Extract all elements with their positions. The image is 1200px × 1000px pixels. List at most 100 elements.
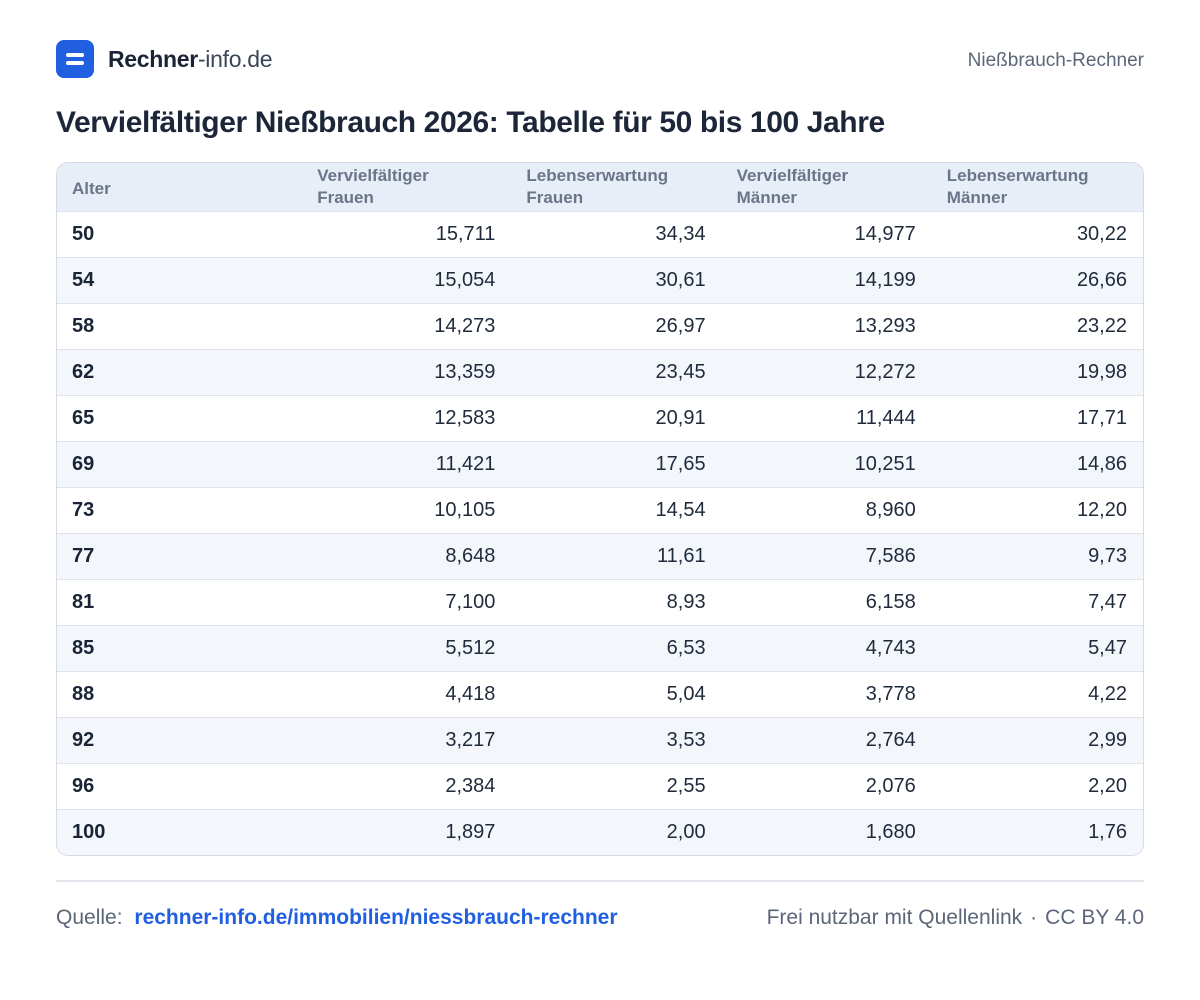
header-text-line: Vervielfältiger [317, 165, 429, 185]
logo-icon[interactable] [56, 40, 94, 78]
cell-vervielfaeltiger-maenner: 3,778 [865, 682, 916, 705]
cell-vervielfaeltiger-maenner: 10,251 [854, 452, 916, 475]
cell-lebenserwartung-maenner: 1,76 [1088, 820, 1127, 843]
license-badge: CC BY 4.0 [1045, 906, 1144, 929]
table-row: 58 14,273 26,97 13,293 23,22 [57, 303, 1143, 349]
table-row: 73 10,105 14,54 8,960 12,20 [57, 487, 1143, 533]
cell-vervielfaeltiger-frauen: 14,273 [434, 314, 496, 337]
separator-dot: · [1030, 906, 1038, 929]
cell-alter: 92 [72, 728, 95, 751]
table-row: 85 5,512 6,53 4,743 5,47 [57, 625, 1143, 671]
cell-alter: 100 [72, 820, 106, 843]
cell-lebenserwartung-maenner: 30,22 [1076, 222, 1127, 245]
cell-vervielfaeltiger-frauen: 15,054 [434, 268, 496, 291]
header-lebenserwartung-frauen: Lebenserwartung Frauen [511, 163, 721, 211]
cell-lebenserwartung-maenner: 19,98 [1076, 360, 1127, 383]
header-lebenserwartung-maenner: Lebenserwartung Männer [932, 163, 1143, 211]
table-row: 96 2,384 2,55 2,076 2,20 [57, 763, 1143, 809]
cell-lebenserwartung-maenner: 2,20 [1088, 774, 1127, 797]
cell-lebenserwartung-frauen: 2,00 [666, 820, 706, 843]
header-text-line: Männer [736, 187, 798, 207]
cell-lebenserwartung-frauen: 3,53 [666, 728, 706, 751]
cell-vervielfaeltiger-frauen: 2,384 [445, 774, 496, 797]
cell-vervielfaeltiger-frauen: 12,583 [434, 406, 496, 429]
cell-vervielfaeltiger-maenner: 7,586 [865, 544, 916, 567]
cell-alter: 54 [72, 268, 95, 291]
multiplier-table: Alter Vervielfältiger Frauen Lebenserwartun… [56, 162, 1144, 856]
cell-vervielfaeltiger-maenner: 4,743 [865, 636, 916, 659]
cell-lebenserwartung-maenner: 5,47 [1088, 636, 1127, 659]
page-title: Vervielfältiger Nießbrauch 2026: Tabelle… [56, 106, 885, 139]
header-alter: Alter [57, 163, 302, 211]
cell-alter: 50 [72, 222, 95, 245]
cell-alter: 73 [72, 498, 95, 521]
table-row: 54 15,054 30,61 14,199 26,66 [57, 257, 1143, 303]
brand-name[interactable]: Rechner-info.de [108, 46, 273, 72]
site-header: Rechner-info.de Nießbrauch-Rechner [56, 40, 1144, 78]
cell-vervielfaeltiger-frauen: 1,897 [445, 820, 496, 843]
table-row: 100 1,897 2,00 1,680 1,76 [57, 809, 1143, 855]
cell-alter: 85 [72, 636, 95, 659]
header-vervielfaeltiger-frauen: Vervielfältiger Frauen [302, 163, 511, 211]
cell-lebenserwartung-frauen: 30,61 [655, 268, 706, 291]
license-text: Frei nutzbar mit Quellenlink [766, 906, 1023, 929]
cell-lebenserwartung-maenner: 26,66 [1076, 268, 1127, 291]
cell-vervielfaeltiger-frauen: 11,421 [435, 452, 496, 475]
header-text-line: Frauen [526, 187, 584, 207]
table-row: 88 4,418 5,04 3,778 4,22 [57, 671, 1143, 717]
cell-alter: 69 [72, 452, 95, 475]
cell-lebenserwartung-maenner: 12,20 [1076, 498, 1127, 521]
cell-lebenserwartung-maenner: 23,22 [1076, 314, 1127, 337]
cell-vervielfaeltiger-frauen: 13,359 [434, 360, 496, 383]
cell-lebenserwartung-maenner: 4,22 [1088, 682, 1127, 705]
table-row: 77 8,648 11,61 7,586 9,73 [57, 533, 1143, 579]
cell-alter: 96 [72, 774, 95, 797]
cell-vervielfaeltiger-frauen: 10,105 [434, 498, 496, 521]
cell-lebenserwartung-frauen: 2,55 [666, 774, 706, 797]
source-link[interactable]: rechner-info.de/immobilien/niessbrauch-r… [134, 906, 618, 929]
cell-alter: 77 [72, 544, 95, 567]
cell-lebenserwartung-frauen: 5,04 [666, 682, 706, 705]
cell-lebenserwartung-frauen: 8,93 [666, 590, 706, 613]
cell-alter: 62 [72, 360, 95, 383]
calculator-label: Nießbrauch-Rechner [967, 50, 1144, 71]
header-text-line: Frauen [317, 187, 374, 207]
header-text-line: Vervielfältiger [736, 165, 849, 185]
table-header-row: Alter Vervielfältiger Frauen Lebenserwartun… [57, 163, 1143, 211]
source-label: Quelle: [56, 906, 123, 929]
cell-vervielfaeltiger-frauen: 15,711 [435, 222, 496, 245]
table-row: 65 12,583 20,91 11,444 17,71 [57, 395, 1143, 441]
cell-alter: 65 [72, 406, 95, 429]
cell-vervielfaeltiger-maenner: 2,764 [865, 728, 916, 751]
cell-lebenserwartung-frauen: 17,65 [655, 452, 706, 475]
cell-lebenserwartung-frauen: 26,97 [655, 314, 706, 337]
cell-lebenserwartung-frauen: 20,91 [655, 406, 706, 429]
cell-vervielfaeltiger-frauen: 7,100 [445, 590, 496, 613]
table-row: 81 7,100 8,93 6,158 7,47 [57, 579, 1143, 625]
table-row: 50 15,711 34,34 14,977 30,22 [57, 211, 1143, 257]
header-text-line: Lebenserwartung [946, 165, 1089, 185]
cell-vervielfaeltiger-frauen: 3,217 [445, 728, 496, 751]
cell-lebenserwartung-maenner: 2,99 [1088, 728, 1127, 751]
cell-lebenserwartung-maenner: 7,47 [1088, 590, 1127, 613]
header-text-line: Lebenserwartung [526, 165, 669, 185]
cell-alter: 58 [72, 314, 95, 337]
cell-vervielfaeltiger-frauen: 5,512 [445, 636, 496, 659]
cell-lebenserwartung-frauen: 11,61 [657, 544, 706, 567]
cell-vervielfaeltiger-maenner: 11,444 [856, 406, 916, 429]
header-text-line: Alter [72, 178, 111, 198]
cell-lebenserwartung-maenner: 17,71 [1076, 406, 1127, 429]
footer: Quelle: rechner-info.de/immobilien/niess… [56, 906, 1144, 932]
brand-name-bold: Rechner [108, 46, 198, 72]
cell-lebenserwartung-maenner: 9,73 [1088, 544, 1127, 567]
table-row: 69 11,421 17,65 10,251 14,86 [57, 441, 1143, 487]
cell-vervielfaeltiger-frauen: 4,418 [445, 682, 496, 705]
cell-lebenserwartung-maenner: 14,86 [1076, 452, 1127, 475]
cell-lebenserwartung-frauen: 6,53 [666, 636, 706, 659]
footer-divider [56, 880, 1144, 882]
cell-lebenserwartung-frauen: 14,54 [655, 498, 706, 521]
cell-vervielfaeltiger-maenner: 6,158 [865, 590, 916, 613]
table-row: 92 3,217 3,53 2,764 2,99 [57, 717, 1143, 763]
license-info: Frei nutzbar mit Quellenlink · CC BY 4.0 [767, 906, 1144, 930]
cell-lebenserwartung-frauen: 34,34 [655, 222, 706, 245]
